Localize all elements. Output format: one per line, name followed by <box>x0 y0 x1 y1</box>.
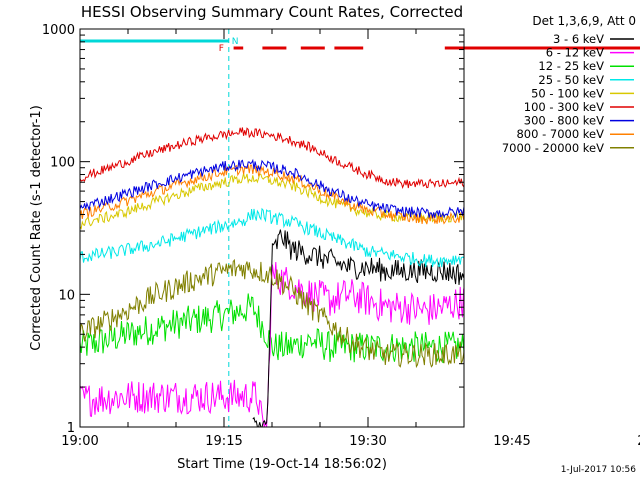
legend-entry-label: 100 - 300 keV <box>524 100 604 114</box>
x-tick-label: 20:00 <box>637 434 640 449</box>
series-line-0 <box>252 229 464 427</box>
flags-layer: FN <box>80 29 640 427</box>
legend-entry-label: 800 - 7000 keV <box>516 127 604 141</box>
series-line-3 <box>80 207 464 268</box>
axes-layer: 110100100019:0019:1519:3019:4520:0020:15… <box>42 23 640 449</box>
legend-entry-label: 7000 - 20000 keV <box>502 141 604 155</box>
y-tick-label: 10 <box>58 288 75 303</box>
plot-frame <box>79 28 465 428</box>
x-axis-label: Start Time (19-Oct-14 18:56:02) <box>177 457 387 472</box>
x-tick-label: 19:30 <box>349 434 386 449</box>
series-line-4 <box>80 173 464 230</box>
y-tick-label: 100 <box>50 156 75 171</box>
legend-title: Det 1,3,6,9, Att 0 <box>532 14 636 28</box>
flag-label-n: N <box>232 37 239 47</box>
x-tick-label: 19:45 <box>493 434 530 449</box>
legend-entry-label: 12 - 25 keV <box>538 59 604 73</box>
footer-timestamp: 1-Jul-2017 10:56 <box>561 465 637 475</box>
legend-entry-label: 50 - 100 keV <box>531 86 604 100</box>
legend-entry-label: 25 - 50 keV <box>538 73 604 87</box>
series-line-5 <box>80 127 464 190</box>
legend-entry-label: 3 - 6 keV <box>553 32 604 46</box>
y-tick-label: 1000 <box>42 23 75 38</box>
series-line-1 <box>80 261 464 427</box>
x-tick-label: 19:15 <box>205 434 242 449</box>
chart-title: HESSI Observing Summary Count Rates, Cor… <box>81 3 463 21</box>
flag-label-f: F <box>219 44 224 54</box>
legend-entry-label: 6 - 12 keV <box>546 46 604 60</box>
y-tick-label: 1 <box>67 421 75 436</box>
series-line-8 <box>80 258 464 369</box>
legend-entry-label: 300 - 800 keV <box>524 114 604 128</box>
x-tick-label: 19:00 <box>61 434 98 449</box>
y-axis-label: Corrected Count Rate (s-1 detector-1) <box>29 105 44 351</box>
series-layer <box>80 127 464 427</box>
series-line-2 <box>80 293 464 364</box>
series-line-7 <box>80 163 464 225</box>
series-line-6 <box>80 158 464 220</box>
